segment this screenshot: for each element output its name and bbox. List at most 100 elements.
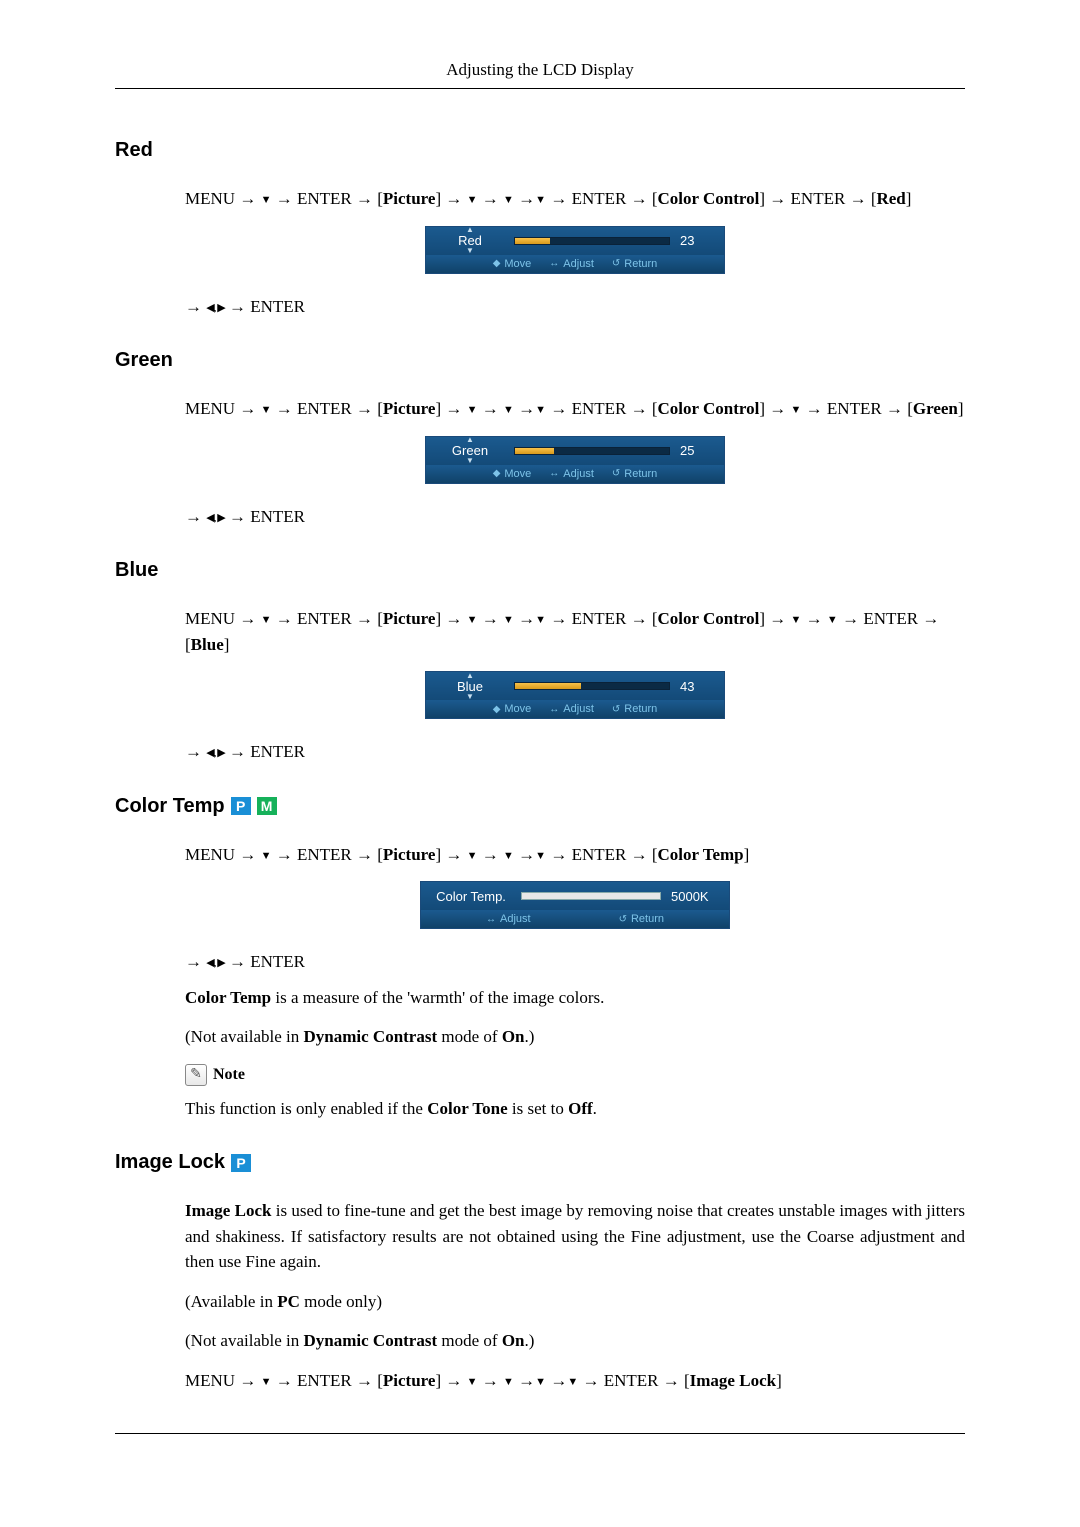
arrow: → xyxy=(482,1371,499,1390)
avail2-mid: mode of xyxy=(437,1331,502,1350)
enter-label: ENTER xyxy=(863,609,918,628)
arrow: → xyxy=(518,609,535,628)
picture-label: Picture xyxy=(383,845,436,864)
heading-green: Green xyxy=(115,349,965,372)
arrow: → xyxy=(582,1371,599,1390)
osd-footer-move: Move xyxy=(504,258,531,270)
heading-red: Red xyxy=(115,139,965,162)
arrow: → xyxy=(482,189,499,208)
osd-slider[interactable] xyxy=(514,237,670,245)
osd-footer: ↔Adjust ↺Return xyxy=(421,910,729,928)
note-body-bold2: Off xyxy=(568,1099,593,1118)
down-icon: ▼ xyxy=(503,612,514,629)
down-icon: ▼ xyxy=(535,1374,546,1391)
avail-mid: mode of xyxy=(437,1027,502,1046)
arrow: → xyxy=(806,609,823,628)
heading-colortemp-text: Color Temp xyxy=(115,795,225,818)
arrow: → xyxy=(185,742,202,761)
arrow: → xyxy=(276,609,293,628)
page-header: Adjusting the LCD Display xyxy=(115,60,965,89)
down-icon: ▼ xyxy=(791,612,802,629)
picture-label: Picture xyxy=(383,609,436,628)
arrow: → xyxy=(550,189,567,208)
avail-bold2: On xyxy=(502,1027,525,1046)
arrow: → xyxy=(769,609,786,628)
osd-red: ▲ Red ▼ 23 ◆Move ↔Adjust ↺Return xyxy=(425,226,725,274)
arrow: → xyxy=(550,399,567,418)
imagelock-bracket: Image Lock xyxy=(690,1371,776,1390)
adjust-icon: ↔ xyxy=(549,258,559,269)
colortemp-desc-rest: is a measure of the 'warmth' of the imag… xyxy=(271,988,604,1007)
heading-imagelock-text: Image Lock xyxy=(115,1151,225,1174)
osd-colortemp: Color Temp. 5000K ↔Adjust ↺Return xyxy=(420,881,730,929)
down-icon: ▼ xyxy=(503,402,514,419)
arrow: → xyxy=(185,507,202,526)
osd-label-wrap: Color Temp. xyxy=(431,890,511,903)
nav-green: MENU → ▼ → ENTER → [Picture] → ▼ → ▼ →▼ … xyxy=(185,396,965,422)
osd-row: ▲ Green ▼ 25 xyxy=(426,437,724,465)
osd-footer-return: Return xyxy=(631,913,664,925)
arrow: → xyxy=(356,609,373,628)
arrow: → xyxy=(518,189,535,208)
osd-slider[interactable] xyxy=(514,682,670,690)
arrow: → xyxy=(239,609,256,628)
comma: , xyxy=(214,747,216,759)
arrow: → xyxy=(482,845,499,864)
note-body-bold: Color Tone xyxy=(427,1099,507,1118)
down-icon: ▼ xyxy=(261,192,272,209)
enter-label: ENTER xyxy=(297,845,352,864)
osd-move: ◆Move xyxy=(493,468,532,480)
avail2-prefix: (Not available in xyxy=(185,1331,304,1350)
osd-row: Color Temp. 5000K xyxy=(421,882,729,910)
arrow: → xyxy=(229,507,246,526)
down-icon: ▼ xyxy=(467,192,478,209)
down-icon: ▼ xyxy=(567,1374,578,1391)
heading-blue: Blue xyxy=(115,559,965,582)
osd-footer: ◆Move ↔Adjust ↺Return xyxy=(426,255,724,273)
arrow: → xyxy=(631,609,648,628)
adjust-icon: ↔ xyxy=(549,468,559,479)
arrow: → xyxy=(518,1371,535,1390)
heading-red-text: Red xyxy=(115,139,153,162)
adjust-enter-green: → ◀, ▶ → ENTER xyxy=(185,504,965,530)
block-imagelock: Image Lock is used to fine-tune and get … xyxy=(115,1198,965,1393)
block-green: MENU → ▼ → ENTER → [Picture] → ▼ → ▼ →▼ … xyxy=(115,396,965,529)
arrow: → xyxy=(445,1371,462,1390)
arrow: → xyxy=(550,1371,567,1390)
left-icon: ◀ xyxy=(206,512,213,524)
arrow: → xyxy=(276,845,293,864)
osd-blue: ▲ Blue ▼ 43 ◆Move ↔Adjust ↺Return xyxy=(425,671,725,719)
enter-label: ENTER xyxy=(250,297,305,316)
arrow: → xyxy=(445,189,462,208)
heading-colortemp: Color Temp PM xyxy=(115,795,965,818)
down-icon: ▼ xyxy=(467,402,478,419)
down-icon: ▼ xyxy=(535,402,546,419)
return-icon: ↺ xyxy=(612,468,620,479)
adjust-enter-red: → ◀, ▶ → ENTER xyxy=(185,294,965,320)
arrow: → xyxy=(482,399,499,418)
osd-slider[interactable] xyxy=(514,447,670,455)
left-icon: ◀ xyxy=(206,302,213,314)
menu-label: MENU xyxy=(185,399,235,418)
osd-footer: ◆Move ↔Adjust ↺Return xyxy=(426,465,724,483)
osd-adjust: ↔Adjust xyxy=(486,913,531,925)
arrow: → xyxy=(445,845,462,864)
avail-suffix: .) xyxy=(525,1027,535,1046)
osd-label: Color Temp. xyxy=(431,890,511,903)
osd-row: ▲ Red ▼ 23 xyxy=(426,227,724,255)
osd-adjust: ↔Adjust xyxy=(549,703,594,715)
block-blue: MENU → ▼ → ENTER → [Picture] → ▼ → ▼ →▼ … xyxy=(115,606,965,765)
arrow: → xyxy=(239,1371,256,1390)
avail2-bold2: On xyxy=(502,1331,525,1350)
arrow: → xyxy=(842,609,859,628)
return-icon: ↺ xyxy=(612,704,620,715)
osd-slider[interactable] xyxy=(521,892,661,900)
enter-label: ENTER xyxy=(297,609,352,628)
arrow: → xyxy=(631,845,648,864)
heading-blue-text: Blue xyxy=(115,559,158,582)
osd-footer-move: Move xyxy=(504,468,531,480)
osd-slider-fill xyxy=(515,238,550,244)
osd-footer-adjust: Adjust xyxy=(563,468,594,480)
osd-footer-return: Return xyxy=(624,703,657,715)
avail2-bold1: Dynamic Contrast xyxy=(304,1331,438,1350)
